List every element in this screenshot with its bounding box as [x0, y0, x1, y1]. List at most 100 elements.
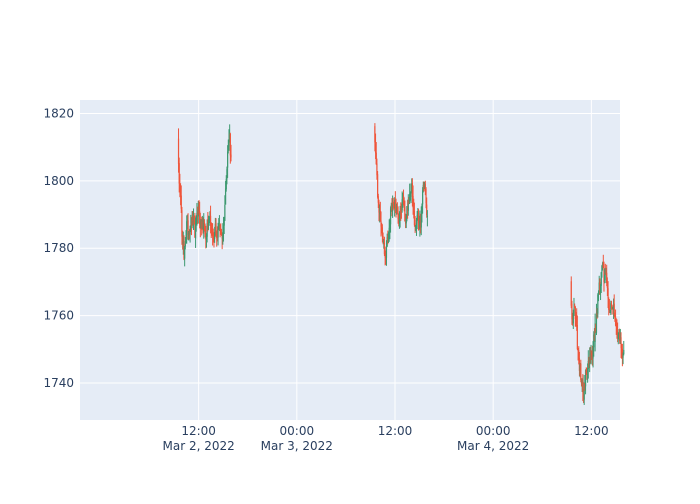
candle-decreasing: [394, 199, 396, 207]
candle-decreasing: [604, 271, 606, 275]
candle-decreasing: [381, 225, 383, 227]
candle-decreasing: [603, 269, 605, 283]
x-tick-label: 00:00: [476, 424, 511, 438]
candle-increasing: [214, 231, 216, 239]
candle-decreasing: [596, 312, 598, 316]
candle-decreasing: [411, 183, 413, 197]
candle-increasing: [406, 206, 408, 218]
candle-decreasing: [220, 231, 222, 234]
candle-increasing: [401, 199, 403, 211]
candle-decreasing: [614, 315, 616, 319]
candle-decreasing: [374, 144, 377, 154]
candle-decreasing: [582, 391, 585, 399]
candle-increasing: [402, 194, 404, 202]
candle-decreasing: [205, 232, 207, 240]
candle-increasing: [190, 225, 192, 231]
candle-increasing: [222, 232, 224, 240]
candle-increasing: [207, 222, 210, 225]
candle-increasing: [227, 151, 229, 168]
candle-decreasing: [391, 205, 393, 211]
candle-increasing: [389, 223, 391, 230]
candle-increasing: [389, 208, 392, 225]
candle-increasing: [223, 219, 225, 226]
candle-decreasing: [179, 183, 181, 192]
candle-decreasing: [606, 272, 608, 283]
candle-decreasing: [404, 207, 406, 222]
candle-decreasing: [377, 196, 379, 203]
y-tick-label: 1780: [43, 241, 74, 255]
candle-increasing: [184, 246, 186, 259]
candle-increasing: [407, 198, 409, 211]
candle-increasing: [589, 357, 591, 364]
candle-decreasing: [220, 231, 223, 234]
candle-increasing: [597, 294, 599, 314]
candle-increasing: [218, 224, 221, 229]
candle-increasing: [188, 232, 190, 236]
candle-increasing: [597, 292, 600, 294]
candle-increasing: [619, 339, 621, 341]
candle-decreasing: [377, 174, 379, 198]
candle-decreasing: [595, 324, 597, 332]
candle-decreasing: [221, 234, 223, 239]
candle-increasing: [203, 222, 205, 232]
candle-increasing: [422, 190, 424, 205]
candle-decreasing: [607, 288, 609, 299]
candle-decreasing: [213, 238, 215, 240]
x-tick-label: 00:00: [280, 424, 315, 438]
candle-increasing: [612, 307, 614, 309]
candle-increasing: [587, 368, 589, 373]
x-tick-label: 12:00: [574, 424, 609, 438]
candle-increasing: [600, 272, 602, 286]
candle-decreasing: [614, 316, 617, 326]
candle-increasing: [388, 227, 390, 234]
candle-increasing: [185, 240, 187, 243]
candle-increasing: [186, 221, 188, 240]
candle-decreasing: [417, 213, 420, 224]
candle-decreasing: [374, 126, 376, 143]
candle-decreasing: [576, 325, 578, 349]
candle-increasing: [226, 169, 228, 180]
candle-decreasing: [425, 188, 427, 203]
candle-increasing: [604, 270, 606, 281]
candle-increasing: [387, 232, 390, 239]
candle-decreasing: [378, 202, 380, 213]
candle-decreasing: [408, 200, 410, 203]
candle-decreasing: [203, 222, 206, 227]
candle-increasing: [609, 310, 611, 312]
candle-decreasing: [577, 349, 579, 352]
candle-decreasing: [615, 325, 617, 327]
candle-decreasing: [379, 210, 381, 221]
candle-decreasing: [193, 215, 195, 225]
candle-decreasing: [407, 207, 409, 212]
candle-increasing: [409, 192, 411, 196]
candle-increasing: [205, 235, 208, 240]
candle-decreasing: [392, 201, 394, 205]
candle-decreasing: [584, 383, 586, 387]
candle-increasing: [383, 241, 385, 243]
candle-decreasing: [201, 221, 203, 230]
candle-increasing: [583, 382, 585, 400]
candle-increasing: [206, 223, 208, 237]
candle-decreasing: [621, 348, 623, 358]
candle-increasing: [200, 220, 202, 229]
candle-increasing: [424, 182, 426, 189]
candle-increasing: [610, 303, 612, 309]
candle-decreasing: [400, 211, 403, 213]
candle-decreasing: [381, 227, 383, 236]
candle-increasing: [196, 212, 198, 217]
candle-increasing: [422, 184, 424, 191]
candle-increasing: [398, 218, 401, 222]
candle-decreasing: [608, 300, 610, 310]
candle-decreasing: [197, 211, 199, 218]
x-tick-date-label: Mar 3, 2022: [261, 439, 333, 453]
candle-increasing: [224, 188, 227, 205]
candle-decreasing: [397, 214, 399, 220]
candle-decreasing: [414, 223, 416, 227]
candle-increasing: [415, 225, 417, 229]
candle-decreasing: [619, 334, 621, 342]
candle-increasing: [622, 354, 624, 358]
candle-increasing: [601, 265, 603, 272]
candle-decreasing: [199, 222, 201, 228]
